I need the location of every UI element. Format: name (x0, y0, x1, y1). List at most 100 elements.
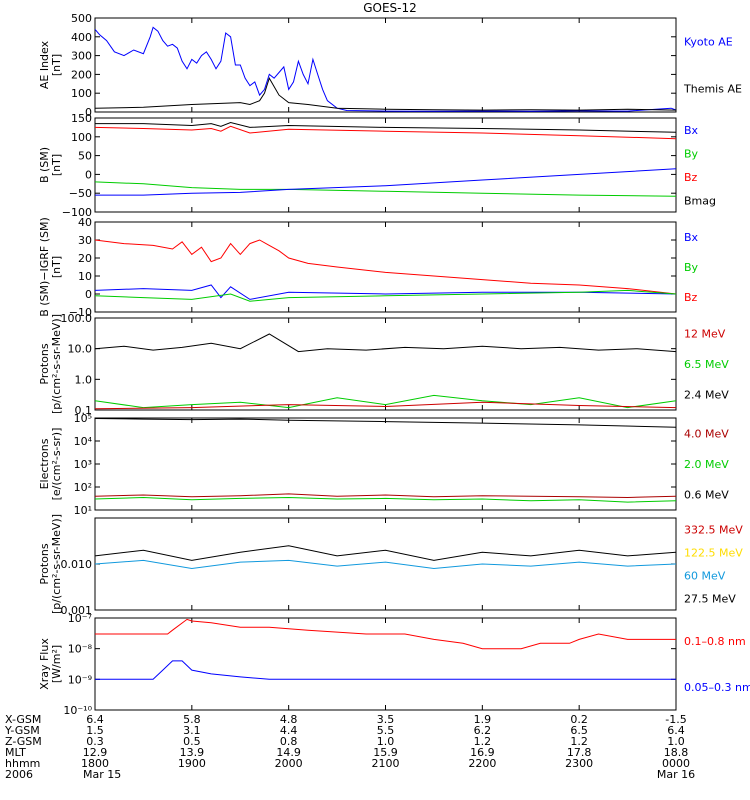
series-bz (95, 239, 676, 295)
legend-entry: 6.5 MeV (684, 358, 729, 371)
y-tick-label: 0 (85, 288, 92, 301)
x-tick-label: 4.8 (280, 713, 298, 726)
x-tick-label: 5.8 (183, 713, 201, 726)
x-tick-label: 0.8 (280, 735, 298, 748)
x-tick-label: 2300 (565, 757, 593, 770)
y-tick-label: 0 (85, 106, 92, 119)
y-axis-label: Xray Flux[W/m²] (38, 638, 63, 690)
panel-ae: 0 100 200 300 400 500 AE Index[nT] Kyoto AE Them… (38, 12, 742, 119)
y-axis-label: B (SM)[nT] (38, 147, 63, 183)
panel-frame (94, 221, 677, 313)
y-tick-label: 30 (78, 234, 92, 247)
y-axis-label: B (SM)−IGRF (SM)[nT] (38, 217, 63, 317)
y-tick-label: 10 (78, 270, 92, 283)
x-row-label: X-GSM (5, 713, 41, 726)
legend-entry: 0.05–0.3 nm (684, 681, 750, 694)
x-tick-label: 0.3 (86, 735, 104, 748)
y-tick-label: 0 (85, 168, 92, 181)
legend-entry: 0.1–0.8 nm (684, 635, 746, 648)
x-tick-label: -1.5 (665, 713, 686, 726)
series-12-mev (95, 401, 676, 410)
x-tick-label: 12.9 (83, 746, 108, 759)
series-0-6-mev (95, 418, 676, 428)
x-tick-label: Mar 16 (657, 768, 695, 781)
legend-entry: 2.4 MeV (684, 389, 729, 402)
x-tick-label: 0.5 (183, 735, 201, 748)
series-60-mev (95, 559, 676, 570)
legend-entry: 12 MeV (684, 327, 726, 340)
x-tick-label: 2200 (468, 757, 496, 770)
series-0-05-0-3-nm (95, 660, 676, 680)
x-tick-label: 6.4 (667, 724, 685, 737)
y-tick-label: 100.0 (61, 312, 93, 325)
x-row-label: 2006 (5, 768, 33, 781)
y-tick-label: 10⁻¹⁰ (63, 704, 92, 717)
panel-protons_low: 0.1 1.0 10.0 100.0Protons[p/(cm²-s-sr-MeV)]… (38, 312, 729, 417)
y-tick-label: 10⁻⁹ (68, 673, 92, 686)
x-tick-label: 3.5 (377, 713, 395, 726)
x-tick-label: 13.9 (180, 746, 205, 759)
y-tick-label: 400 (71, 31, 92, 44)
y-tick-label: −10 (69, 306, 92, 319)
legend-entry: 332.5 MeV (684, 524, 743, 537)
series-2-4-mev (95, 333, 676, 353)
x-row-label: hhmm (5, 757, 40, 770)
x-tick-label: 1.5 (86, 724, 104, 737)
y-axis-label: Protons[p/(cm²-s-sr-MeV)] (38, 514, 63, 614)
series-themis-ae (95, 76, 676, 111)
x-tick-label: 1.2 (474, 735, 492, 748)
y-axis-label: Protons[p/(cm²-s-sr-MeV)] (38, 314, 63, 414)
x-tick-label: 0.2 (570, 713, 588, 726)
y-tick-label: 10² (74, 481, 92, 494)
legend-entry: Themis AE (683, 83, 742, 96)
x-tick-label: 16.9 (470, 746, 495, 759)
panel-electrons: 10¹ 10² 10³ 10⁴ 10⁵ Electrons[e/(cm²-s-sr)] 4.… (38, 412, 729, 517)
y-tick-label: 0.010 (61, 558, 93, 571)
series-bmag (95, 121, 676, 133)
y-tick-label: 50 (78, 150, 92, 163)
panel-frame (94, 17, 677, 113)
x-tick-label: 6.2 (474, 724, 492, 737)
legend-entry: Bz (684, 291, 698, 304)
legend-entry: 0.6 MeV (684, 489, 729, 502)
panel-frame (94, 317, 677, 411)
y-tick-label: 10¹ (74, 504, 92, 517)
y-tick-label: −50 (69, 187, 92, 200)
series-kyoto-ae (95, 26, 676, 112)
panel-bsm: −100 −50 0 50 100 150 B (SM)[nT] Bx By Bz Bmag (38, 112, 716, 219)
y-tick-label: 10⁻⁸ (68, 643, 93, 656)
y-tick-label: 20 (78, 252, 92, 265)
x-tick-label: 1.0 (667, 735, 685, 748)
legend-entry: Bx (684, 231, 699, 244)
y-tick-label: 10.0 (68, 343, 93, 356)
x-tick-label: 2000 (275, 757, 303, 770)
series-27-5-mev (95, 545, 676, 561)
y-tick-label: 1.0 (75, 373, 93, 386)
x-tick-label: 1.0 (377, 735, 395, 748)
series-6-5-mev (95, 394, 676, 409)
series-bz (95, 125, 676, 140)
x-tick-label: 14.9 (276, 746, 301, 759)
y-tick-label: 300 (71, 50, 92, 63)
legend-entry: Bx (684, 124, 699, 137)
x-tick-label: 1800 (81, 757, 109, 770)
panel-frame (94, 117, 677, 213)
series-2-0-mev (95, 496, 676, 503)
series-4-0-mev (95, 493, 676, 499)
y-tick-label: 10⁵ (74, 412, 92, 425)
series-by (95, 289, 676, 302)
x-tick-label: 6.4 (86, 713, 104, 726)
legend-entry: 60 MeV (684, 570, 726, 583)
series-bx (95, 168, 676, 196)
y-tick-label: 0.1 (75, 404, 93, 417)
x-tick-label: 4.4 (280, 724, 298, 737)
legend-entry: 27.5 MeV (684, 593, 736, 606)
x-row-label: MLT (5, 746, 26, 759)
legend-entry: By (684, 261, 699, 274)
x-tick-label: 0000 (662, 757, 690, 770)
x-row-label: Y-GSM (4, 724, 40, 737)
legend-entry: Bmag (684, 194, 716, 207)
y-tick-label: 150 (71, 112, 92, 125)
y-axis-label: AE Index[nT] (38, 40, 63, 89)
